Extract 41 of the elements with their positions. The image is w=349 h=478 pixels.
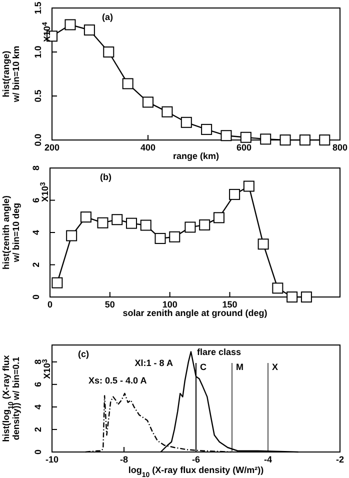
x-axis-title: solar zenith angle at ground (deg) [122,308,268,318]
series-label: Xs: 0.5 - 4.0 A [88,375,148,386]
y-tick-label: 2 [31,262,41,268]
y-axis-title: hist(zenith angle) w/ bin=10 deg [1,196,21,270]
y-tick-label: 0 [33,449,43,455]
y-tick-label: 2 [33,426,43,432]
x-tick-label: -10 [45,454,59,464]
annotation: flare class [197,347,242,357]
x-tick-label: 200 [44,142,60,152]
x-tick-label: 400 [140,142,156,152]
y-tick-label: 0 [31,294,41,300]
ref-line-label: M [236,362,244,372]
y-tick-label: 6 [31,198,41,203]
y-tick-label: 8 [31,165,41,171]
y-tick-label: 6 [33,382,43,387]
x-tick-label: -4 [264,454,272,464]
x-tick-label: 50 [104,299,115,310]
y-tick-label: 0.5 [33,90,43,102]
chart-title: (b) [100,172,112,182]
x-tick-label: 0 [47,299,53,310]
x-tick-label: 600 [236,142,252,152]
y-tick-label: 4 [31,230,41,236]
x-tick-label: -2 [336,454,344,464]
ref-line-label: C [200,362,207,372]
x-tick-label: -8 [120,454,128,464]
ref-line-label: X [272,362,278,372]
x-tick-label: 800 [332,142,348,152]
text: (c) [78,349,89,359]
y-tick-label: 0.0 [33,134,43,146]
y-tick-label: 8 [33,359,43,364]
chart-title: (a) [102,12,113,22]
x-axis-title: range (km) [172,151,220,161]
y-tick-label: 4 [33,404,43,410]
x-tick-label: -6 [192,454,200,464]
series-label: Xl:1 - 8 A [134,358,174,368]
x-tick-label: 150 [222,299,238,310]
x-tick-label: 100 [162,299,178,310]
y-tick-label: 1.0 [33,46,43,58]
x-axis-title: log$_{10}$ (X-ray flux density (W/m²)) [128,465,264,478]
y-axis-title: hist(range) w/ bin=10 km [1,46,21,104]
y-tick-label: 1.5 [33,2,43,14]
